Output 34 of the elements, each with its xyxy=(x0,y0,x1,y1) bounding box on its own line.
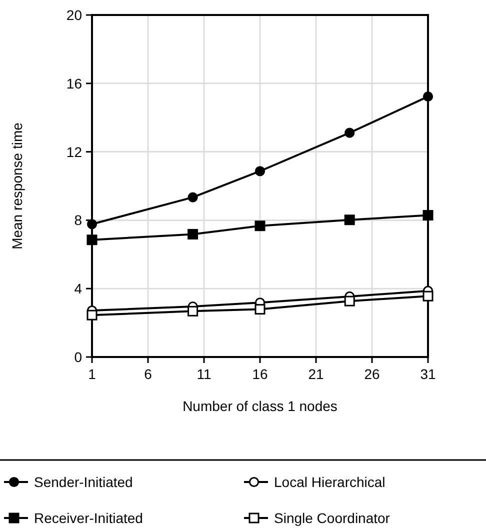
x-tick-label: 11 xyxy=(196,366,212,382)
y-tick-label: 4 xyxy=(74,280,82,297)
x-tick-label: 26 xyxy=(364,366,380,382)
x-tick-label: 6 xyxy=(144,366,152,382)
legend-label: Sender-Initiated xyxy=(34,474,133,490)
point xyxy=(86,219,98,230)
point xyxy=(188,306,198,316)
point xyxy=(86,310,98,320)
legend-label: Receiver-Initiated xyxy=(34,510,143,526)
legend-label: Single Coordinator xyxy=(274,510,390,526)
point xyxy=(254,166,266,176)
x-tick-label: 1 xyxy=(88,366,96,382)
y-tick-label: 12 xyxy=(66,144,82,160)
x-tick-label: 31 xyxy=(420,366,436,382)
x-tick-label: 16 xyxy=(252,366,268,382)
point xyxy=(422,92,434,102)
point xyxy=(86,234,98,246)
point xyxy=(188,228,198,240)
point xyxy=(422,210,434,220)
y-tick-label: 20 xyxy=(66,7,82,23)
y-tick-label: 8 xyxy=(74,212,82,228)
point xyxy=(422,290,434,302)
y-tick-label: 16 xyxy=(66,75,82,92)
point xyxy=(254,304,266,315)
legend-label: Local Hierarchical xyxy=(274,474,386,490)
x-axis-title: Number of class 1 nodes xyxy=(182,398,338,414)
point xyxy=(254,220,266,232)
y-tick-label: 0 xyxy=(74,349,82,365)
x-tick-label: 21 xyxy=(308,366,324,382)
y-axis-title: Mean response time xyxy=(9,122,25,250)
point xyxy=(344,296,355,306)
point xyxy=(188,192,198,202)
point xyxy=(344,214,355,226)
point xyxy=(344,128,355,138)
